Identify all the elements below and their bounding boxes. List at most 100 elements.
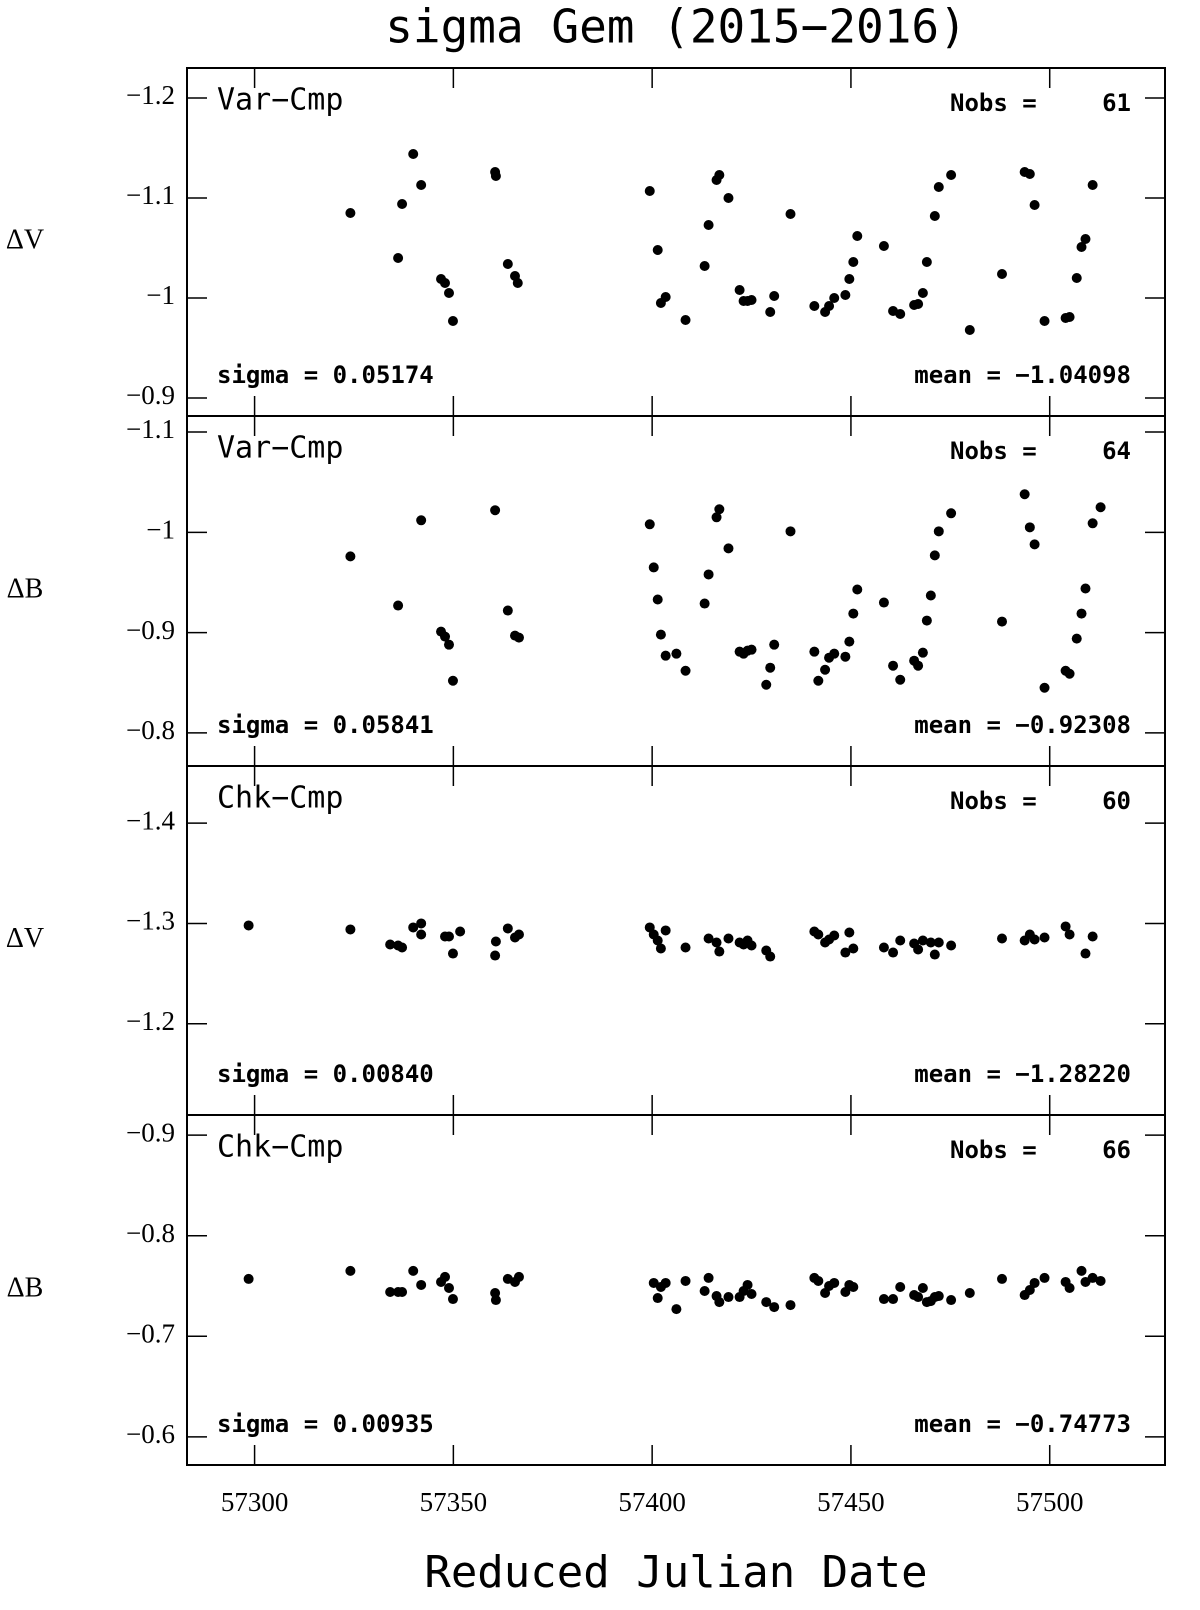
data-point [1095, 1275, 1106, 1286]
data-point [933, 526, 944, 537]
data-point [1029, 539, 1040, 550]
data-point [813, 929, 824, 940]
data-point [769, 291, 780, 301]
data-point [345, 924, 356, 935]
data-point [888, 660, 899, 671]
data-point [513, 1271, 524, 1282]
data-point [416, 1279, 427, 1290]
panel-label: Var−Cmp [217, 431, 343, 466]
data-point [997, 933, 1007, 944]
y-tick-label: −0.9 [126, 615, 175, 645]
data-point [655, 629, 666, 640]
data-point [443, 639, 454, 650]
x-tick-label: 57300 [221, 1487, 289, 1517]
data-point [502, 605, 513, 616]
data-point [652, 594, 663, 605]
data-point [490, 1295, 501, 1306]
y-tick-label: −0.7 [126, 1318, 175, 1348]
data-point [785, 526, 796, 537]
data-point [397, 199, 408, 209]
data-point [746, 644, 757, 655]
data-point [680, 942, 691, 953]
data-point [443, 931, 454, 942]
data-point [1024, 522, 1035, 533]
data-point [765, 662, 776, 673]
y-axis-label: ΔV [6, 224, 44, 255]
data-point [844, 636, 855, 647]
data-point [1039, 1272, 1050, 1283]
panel-label: Var−Cmp [217, 83, 343, 118]
data-point [917, 1282, 928, 1293]
data-point [345, 1265, 356, 1276]
data-point [946, 940, 957, 951]
data-point [925, 937, 936, 948]
data-point [723, 543, 734, 554]
data-point [443, 1282, 454, 1293]
data-point [345, 208, 356, 218]
data-point [809, 301, 820, 311]
data-point [820, 664, 831, 675]
data-point [680, 1275, 691, 1286]
nobs-label: Nobs = [950, 1136, 1037, 1164]
sigma-annotation: sigma = 0.00935 [217, 1410, 434, 1438]
y-tick-label: −1.2 [126, 1006, 175, 1036]
data-point [1071, 633, 1082, 644]
data-point [393, 600, 404, 611]
data-point [714, 170, 725, 180]
data-point [644, 186, 655, 196]
data-point [714, 1297, 725, 1308]
data-point [742, 1279, 753, 1290]
data-point [1029, 200, 1040, 210]
data-point [703, 933, 714, 944]
data-point [408, 922, 419, 933]
y-tick-label: −1 [146, 280, 175, 310]
data-point [699, 1286, 710, 1297]
data-point [490, 936, 501, 947]
data-point [734, 285, 745, 295]
nobs-label: Nobs = [950, 89, 1037, 117]
data-point [652, 935, 663, 946]
data-point [829, 930, 840, 941]
data-point [913, 660, 924, 671]
chart-title: sigma Gem (2015−2016) [385, 0, 967, 54]
data-point [844, 927, 855, 938]
data-point [502, 923, 513, 934]
data-point [699, 598, 710, 609]
data-point [408, 1265, 419, 1276]
data-point [1039, 682, 1050, 693]
data-point [703, 1272, 714, 1283]
data-point [711, 512, 722, 523]
data-point [848, 257, 859, 267]
data-point [1064, 1282, 1075, 1293]
y-tick-label: −0.8 [126, 1218, 175, 1248]
data-point [1029, 1277, 1040, 1288]
data-point [888, 1294, 899, 1305]
data-point [964, 1288, 975, 1299]
data-point [878, 597, 889, 608]
data-point [765, 307, 776, 317]
data-point [933, 1291, 944, 1302]
data-point [848, 1281, 859, 1292]
data-point [723, 1292, 734, 1303]
data-point [703, 220, 714, 230]
data-point [813, 675, 824, 686]
data-point [660, 1277, 671, 1288]
x-tick-label: 57400 [618, 1487, 686, 1517]
data-point [723, 193, 734, 203]
y-tick-label: −0.8 [126, 715, 175, 745]
data-point [397, 1287, 408, 1298]
data-point [840, 290, 851, 300]
data-point [1039, 316, 1050, 326]
data-point [703, 569, 714, 580]
data-point [813, 1275, 824, 1286]
data-point [243, 920, 254, 931]
data-point [997, 269, 1007, 279]
data-point [913, 299, 924, 309]
data-point [385, 1287, 396, 1298]
data-point [671, 1304, 682, 1315]
nobs-value: 66 [1102, 1136, 1131, 1164]
data-point [917, 288, 928, 298]
data-point [848, 608, 859, 619]
nobs-value: 61 [1102, 89, 1131, 117]
data-point [345, 551, 356, 562]
